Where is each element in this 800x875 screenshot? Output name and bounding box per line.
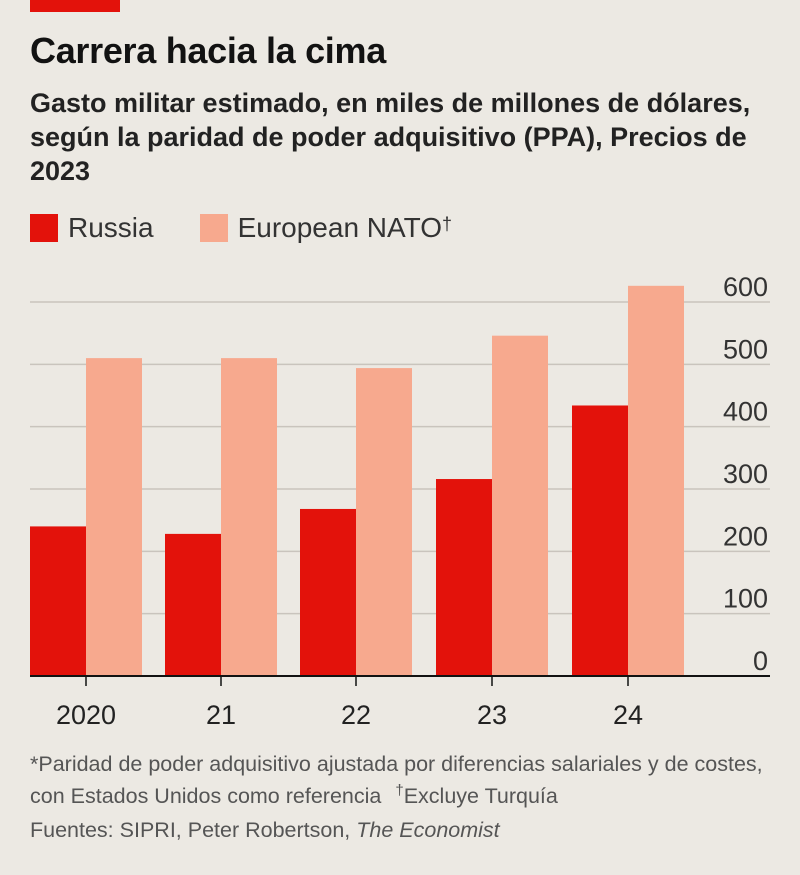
bar-nato-24 [628,285,684,676]
bar-russia-22 [300,508,356,676]
x-tick-label-23: 23 [477,700,507,730]
bar-nato-2020 [86,358,142,676]
legend-label-nato: European NATO [237,212,443,243]
y-tick-label-600: 600 [723,272,768,302]
sources-publication: The Economist [356,818,500,842]
legend-swatch-nato [199,214,228,242]
legend: Russia European NATO † [30,212,498,244]
legend-item-russia: Russia [30,212,154,244]
footnote-text: *Paridad de poder adquisitivo ajustada p… [30,752,763,808]
sources-prefix: Fuentes: SIPRI, Peter Robertson, [30,818,357,842]
bar-russia-2020 [30,526,86,676]
x-tick-label-24: 24 [613,700,643,730]
x-tick-label-21: 21 [206,700,236,730]
bar-chart: 0 100 200 300 400 500 600 2020 21 22 23 24 [30,272,770,730]
legend-item-nato: European NATO † [199,212,453,244]
chart-subtitle: Gasto militar estimado, en miles de mill… [30,88,751,186]
x-tick-label-2020: 2020 [56,700,116,730]
sources: Fuentes: SIPRI, Peter Robertson, The Eco… [30,818,500,843]
brand-red-tag [30,0,120,12]
footnote-dagger-text: Excluye Turquía [403,784,558,808]
footnote: *Paridad de poder adquisitivo ajustada p… [30,748,780,815]
y-tick-label-100: 100 [723,584,768,614]
legend-swatch-russia [30,214,58,242]
legend-label-russia: Russia [68,212,154,243]
y-tick-label-400: 400 [723,397,768,427]
bar-russia-24 [572,405,628,676]
y-tick-label-200: 200 [723,521,768,551]
bar-russia-23 [436,479,492,676]
bar-nato-22 [356,368,412,676]
x-tick-label-22: 22 [341,700,371,730]
bar-nato-23 [492,335,548,676]
y-tick-label-300: 300 [723,459,768,489]
y-tick-label-500: 500 [723,334,768,364]
y-tick-label-0: 0 [753,646,768,676]
chart-title: Carrera hacia la cima [30,30,386,71]
footnote-dagger: † [395,782,404,799]
bar-russia-21 [165,533,221,676]
legend-nato-dagger: † [442,213,453,234]
bar-nato-21 [221,358,277,676]
